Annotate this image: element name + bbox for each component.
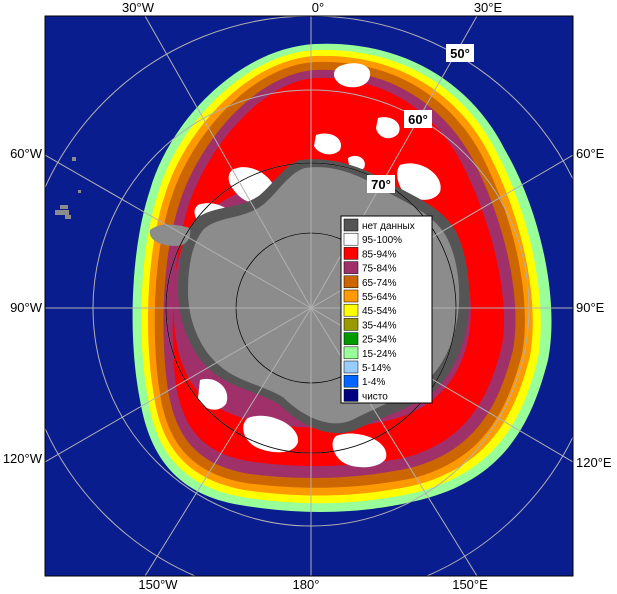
label-top-0: 0° (312, 0, 324, 15)
legend-label: 65-74% (362, 278, 397, 289)
legend-swatch (343, 389, 359, 402)
legend-label: 25-34% (362, 335, 397, 346)
lat-label-box (446, 44, 474, 62)
land-speckles (55, 157, 81, 219)
legend-swatch (343, 374, 359, 388)
legend-label: нет данных (362, 221, 415, 232)
map-frame (44, 15, 574, 577)
label-right-120e: 120°E (576, 455, 612, 470)
label-top-30e: 30°E (474, 0, 503, 15)
legend-swatch (343, 346, 359, 360)
lat-label-box (367, 175, 395, 193)
legend-swatch (343, 360, 359, 374)
ice-patch-white (334, 63, 371, 88)
label-left-120w: 120°W (3, 451, 43, 466)
label-bottom-150w: 150°W (138, 577, 178, 592)
label-top-30w: 30°W (122, 0, 155, 15)
legend-label: 15-24% (362, 349, 397, 360)
label-right-60e: 60°E (576, 146, 605, 161)
legend-swatch (343, 232, 359, 246)
lat-label-60: 60° (408, 112, 428, 127)
legend-swatch (343, 303, 359, 317)
lat-label-70: 70° (371, 177, 391, 192)
legend-label: 55-64% (362, 292, 397, 303)
ice-patch-white (376, 117, 400, 139)
legend-swatch (343, 247, 359, 260)
legend-label: 95-100% (362, 235, 402, 246)
legend-label: чисто (362, 391, 388, 402)
legend-swatch (343, 261, 359, 274)
label-left-60w: 60°W (10, 146, 43, 161)
legend-swatch (343, 218, 359, 232)
legend-swatch (343, 275, 359, 289)
ice-patch-white (332, 433, 387, 468)
label-right-90e: 90°E (576, 300, 605, 315)
lat-label-50: 50° (450, 46, 470, 61)
ice-patch-white (397, 163, 441, 200)
lat-label-box (404, 110, 432, 128)
legend-label: 45-54% (362, 306, 397, 317)
ice-patch-white (243, 415, 299, 453)
ice-patch-white (198, 378, 228, 410)
legend-swatch (343, 289, 359, 303)
legend-swatch (343, 332, 359, 345)
label-bottom-180: 180° (293, 577, 320, 592)
legend-label: 85-94% (362, 249, 397, 260)
legend-label: 75-84% (362, 264, 397, 275)
legend-label: 1-4% (362, 377, 385, 388)
ice-patch-white (314, 133, 341, 155)
legend-label: 35-44% (362, 320, 397, 331)
legend: нет данных 95-100% 85-94% 75-84% 65-74% 55-64… (340, 215, 433, 404)
legend-label: 5-14% (362, 363, 391, 374)
label-bottom-150e: 150°E (452, 577, 488, 592)
legend-swatch (343, 318, 359, 331)
antarctic-peninsula (149, 224, 191, 246)
label-left-90w: 90°W (10, 300, 43, 315)
